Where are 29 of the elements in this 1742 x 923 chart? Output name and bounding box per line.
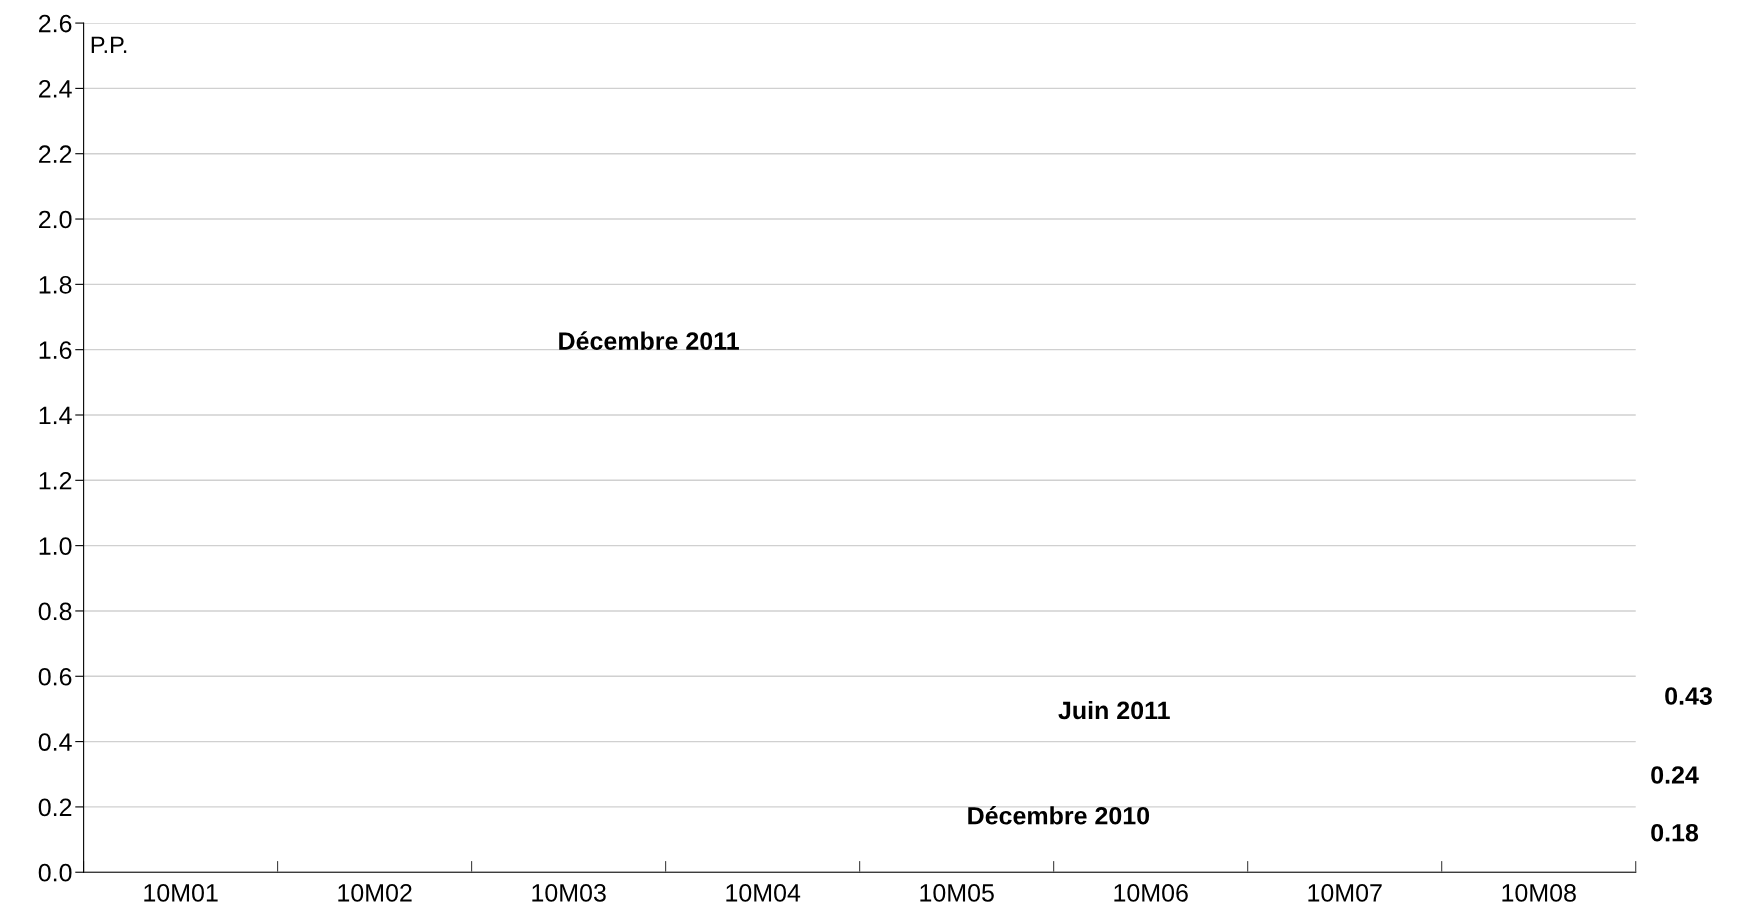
text: 0.18 bbox=[1651, 823, 1699, 842]
annotation: Décembre 2010 bbox=[968, 806, 1150, 825]
y-tick-label: 2.0 bbox=[39, 210, 72, 229]
x-tick-label: 10M02 bbox=[338, 884, 412, 902]
y-tick-label: 0.2 bbox=[38, 798, 72, 817]
x-tick-label: 10M08 bbox=[1502, 884, 1576, 902]
y-tick-label: 2.2 bbox=[39, 145, 72, 163]
y-tick-label: 2.6 bbox=[39, 14, 72, 33]
annotation: Décembre 2011 bbox=[559, 331, 739, 350]
y-tick-label: 1.0 bbox=[39, 537, 72, 555]
x-tick-label: 10M06 bbox=[1114, 884, 1188, 902]
x-tick-label: 10M03 bbox=[532, 884, 606, 902]
text: 0.43 bbox=[1665, 687, 1712, 705]
x-tick-label: 10M05 bbox=[920, 884, 994, 902]
y-tick-label: 1.2 bbox=[39, 471, 72, 490]
y-tick-label: 1.4 bbox=[39, 406, 72, 425]
y-tick-label: 0.0 bbox=[38, 863, 72, 882]
y-tick-label: 0.4 bbox=[38, 733, 72, 751]
text: 0.24 bbox=[1651, 766, 1699, 784]
x-tick-label: 10M07 bbox=[1308, 884, 1382, 902]
annotation: Juin 2011 bbox=[1058, 700, 1170, 720]
y-tick-label: 2.4 bbox=[39, 80, 72, 98]
y-tick-label: 1.6 bbox=[39, 341, 72, 359]
x-tick-label: 10M04 bbox=[726, 884, 801, 902]
y-tick-label: 0.6 bbox=[38, 667, 72, 686]
y-tick-label: 0.8 bbox=[38, 602, 72, 621]
x-tick-label: 10M01 bbox=[144, 884, 218, 902]
y-axis-title: P.P. bbox=[91, 36, 127, 53]
y-tick-label: 1.8 bbox=[39, 275, 72, 294]
